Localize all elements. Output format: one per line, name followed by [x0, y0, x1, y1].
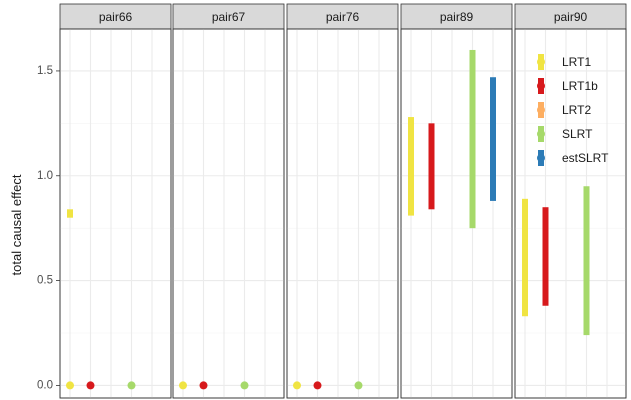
- interval-bar-LRT1: [67, 209, 73, 218]
- facet-strip: [286, 3, 399, 30]
- panel-border: [400, 28, 513, 399]
- legend-label: LRT1: [562, 55, 591, 69]
- y-tick-label: 1.5: [37, 65, 53, 77]
- facet-panel-pair76: pair76: [286, 3, 399, 399]
- legend-item-LRT2: LRT2: [537, 102, 591, 118]
- point-LRT1: [293, 381, 301, 390]
- point-LRT1: [179, 381, 187, 390]
- point-SLRT: [127, 381, 136, 390]
- facet-strip: [400, 3, 513, 30]
- panel-border: [514, 28, 627, 399]
- legend-label: SLRT: [562, 127, 593, 141]
- legend-key-point: [537, 106, 545, 114]
- interval-bar-LRT1b: [428, 123, 435, 210]
- legend: LRT1 LRT1b LRT2 SLRT estSLRT: [537, 54, 609, 166]
- panel-background: [59, 28, 172, 399]
- interval-bar-SLRT: [583, 186, 590, 336]
- legend-label: LRT2: [562, 103, 591, 117]
- facet-strip: [514, 3, 627, 30]
- point-SLRT: [240, 381, 249, 390]
- facet-panel-pair67: pair67: [172, 3, 285, 399]
- facet-panel-pair89: pair89: [400, 3, 513, 399]
- interval-bar-estSLRT: [490, 77, 496, 201]
- legend-item-SLRT: SLRT: [537, 126, 593, 142]
- facet-label: pair90: [554, 10, 588, 24]
- interval-bar-LRT1: [522, 198, 528, 317]
- facet-panel-pair66: pair66: [59, 3, 172, 399]
- legend-label: LRT1b: [562, 79, 598, 93]
- interval-bar-LRT1: [408, 117, 414, 216]
- point-LRT1b: [313, 381, 322, 390]
- panel-border: [172, 28, 285, 399]
- point-LRT1: [66, 381, 74, 390]
- panel-border: [286, 28, 399, 399]
- panel-background: [286, 28, 399, 399]
- point-LRT1b: [86, 381, 95, 390]
- legend-key-point: [537, 130, 545, 138]
- legend-item-LRT1: LRT1: [537, 54, 591, 70]
- y-tick-label: 0.5: [37, 275, 53, 287]
- legend-key-point: [537, 82, 545, 90]
- facet-label: pair76: [326, 10, 360, 24]
- legend-label: estSLRT: [562, 151, 609, 165]
- y-tick-label: 0.0: [37, 379, 53, 391]
- legend-key-point: [537, 58, 545, 66]
- facet-strip: [59, 3, 172, 30]
- legend-key-point: [537, 154, 545, 162]
- interval-bar-LRT1b: [542, 207, 549, 306]
- point-LRT1b: [199, 381, 208, 390]
- legend-item-estSLRT: estSLRT: [537, 150, 609, 166]
- panels: pair66 pair67 pair76 pair89 pair90: [59, 3, 627, 399]
- panel-background: [172, 28, 285, 399]
- facet-label: pair66: [99, 10, 133, 24]
- y-axis: 0.0 0.5 1.0 1.5: [37, 65, 60, 391]
- legend-item-LRT1b: LRT1b: [537, 78, 598, 94]
- facet-label: pair67: [212, 10, 246, 24]
- facet-panel-pair90: pair90: [514, 3, 627, 399]
- interval-bar-SLRT: [469, 49, 476, 229]
- facet-strip: [172, 3, 285, 30]
- facet-label: pair89: [440, 10, 474, 24]
- panel-border: [59, 28, 172, 399]
- y-tick-label: 1.0: [37, 170, 53, 182]
- y-axis-title: total causal effect: [9, 174, 24, 275]
- point-SLRT: [354, 381, 363, 390]
